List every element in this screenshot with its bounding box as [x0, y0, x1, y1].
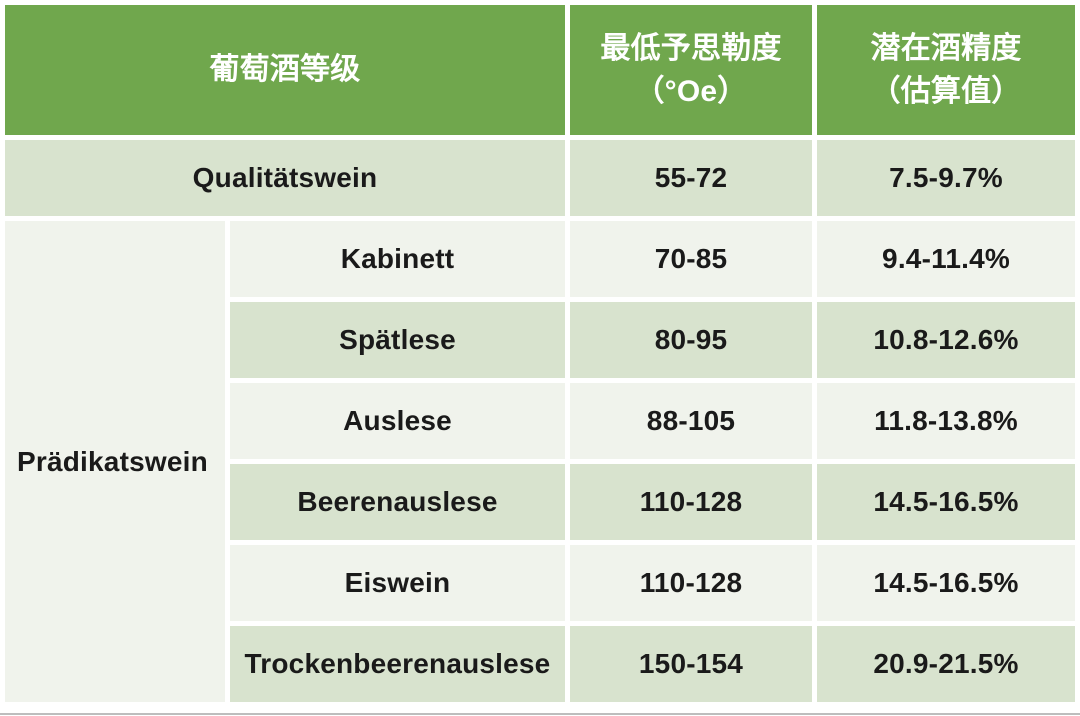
- grade-oechsle-cell-auslese: 88-105: [570, 383, 812, 459]
- grade-oechsle-cell-kabinett: 70-85: [570, 221, 812, 297]
- grade-alcohol-cell-eiswein: 14.5-16.5%: [817, 545, 1075, 621]
- grade-oechsle-cell-spatlese: 80-95: [570, 302, 812, 378]
- header-alcohol-cell: 潜在酒精度 （估算值）: [817, 5, 1075, 135]
- header-grade-label: 葡萄酒等级: [209, 53, 361, 87]
- grade-alcohol-cell-auslese: 11.8-13.8%: [817, 383, 1075, 459]
- header-oechsle-cell: 最低予思勒度 （°Oe）: [570, 5, 812, 135]
- qualitatswein-oechsle-cell: 55-72: [570, 140, 812, 216]
- grade-name-cell-trockenbeerenauslese: Trockenbeerenauslese: [230, 626, 565, 702]
- header-alcohol-label-line1: 潜在酒精度: [870, 31, 1022, 65]
- grade-alcohol-cell-kabinett: 9.4-11.4%: [817, 221, 1075, 297]
- grade-name-cell-auslese: Auslese: [230, 383, 565, 459]
- grade-oechsle-cell-eiswein: 110-128: [570, 545, 812, 621]
- header-oechsle-label-line2: （°Oe）: [634, 75, 748, 108]
- grade-oechsle-cell-beerenauslese: 110-128: [570, 464, 812, 540]
- pradikatswein-category-cell: Prädikatswein: [5, 221, 225, 702]
- qualitatswein-alcohol-cell: 7.5-9.7%: [817, 140, 1075, 216]
- grade-alcohol-cell-spatlese: 10.8-12.6%: [817, 302, 1075, 378]
- grade-name-cell-spatlese: Spätlese: [230, 302, 565, 378]
- grade-oechsle-cell-trockenbeerenauslese: 150-154: [570, 626, 812, 702]
- wine-classification-table: 葡萄酒等级 最低予思勒度 （°Oe） 潜在酒精度 （估算值） Qualitäts…: [5, 5, 1075, 702]
- grade-name-cell-kabinett: Kabinett: [230, 221, 565, 297]
- header-grade-cell: 葡萄酒等级: [5, 5, 565, 135]
- qualitatswein-name-cell: Qualitätswein: [5, 140, 565, 216]
- grade-name-cell-eiswein: Eiswein: [230, 545, 565, 621]
- grade-alcohol-cell-trockenbeerenauslese: 20.9-21.5%: [817, 626, 1075, 702]
- header-oechsle-label-line1: 最低予思勒度: [600, 31, 782, 65]
- bottom-divider: [0, 713, 1080, 715]
- grade-name-cell-beerenauslese: Beerenauslese: [230, 464, 565, 540]
- header-alcohol-label-line2: （估算值）: [870, 75, 1022, 108]
- grade-alcohol-cell-beerenauslese: 14.5-16.5%: [817, 464, 1075, 540]
